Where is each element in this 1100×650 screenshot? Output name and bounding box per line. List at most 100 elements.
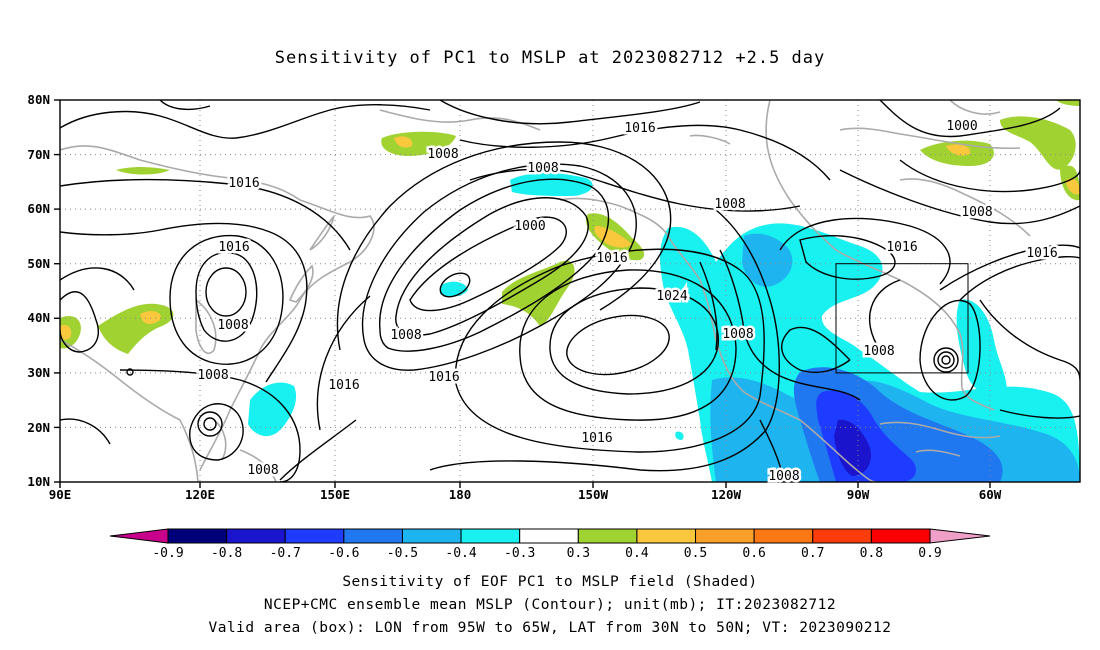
colorbar-label: -0.7 [270,546,301,561]
colorbar-swatch [753,528,814,544]
shade-green-8 [1000,116,1076,170]
contour-label: 1008 [427,147,458,162]
lon-label: 90E [49,487,72,502]
contour-label: 1008 [961,205,992,220]
contour-label: 1016 [328,378,359,393]
contour-label: 1016 [886,240,917,255]
colorbar-label: 0.3 [567,546,590,561]
shade-cyan-wpac [248,382,297,437]
contour-label: 1016 [581,431,612,446]
contour-label: 1008 [217,318,248,333]
colorbar-swatch [636,528,697,544]
page-title: Sensitivity of PC1 to MSLP at 2023082712… [274,48,826,68]
colorbar-high-arrow [929,528,991,544]
lon-label: 120E [185,487,215,502]
shade-cyan-ak [510,173,593,196]
colorbar-label: 0.8 [860,546,883,561]
lon-label: 60W [979,487,1002,502]
lon-label: 120W [711,487,742,502]
lon-label: 90W [847,487,870,502]
lon-label: 150W [578,487,609,502]
colorbar-label: -0.4 [445,546,476,561]
colorbar-swatch [577,528,638,544]
latitude-labels: 80N 70N 60N 50N 40N 30N 20N 10N [27,92,50,489]
colorbar-label: 0.6 [742,546,765,561]
caption-shaded: Sensitivity of EOF PC1 to MSLP field (Sh… [342,574,758,590]
colorbar-label: -0.3 [504,546,535,561]
contour-label: 1008 [714,197,745,212]
shade-yellow-7 [946,144,971,156]
colorbar-label: -0.9 [152,546,183,561]
colorbar-swatch [167,528,228,544]
colorbar-label: -0.6 [328,546,359,561]
shade-yellow-1 [394,136,413,148]
shade-cyan-mid [675,431,684,440]
contour-label: 1024 [656,289,687,304]
colorbar-swatch [870,528,931,544]
shade-yellow-9 [1066,178,1080,195]
lat-label: 10N [27,474,50,489]
contour-label: 1000 [946,119,977,134]
contour-label: 1016 [1026,246,1057,261]
contour-label: 1008 [247,463,278,478]
coastlines [60,100,1031,482]
shade-cyan-aleut [440,281,468,297]
colorbar-label: 0.7 [801,546,824,561]
shade-yellow-5 [140,311,161,324]
contour-label: 1008 [863,344,894,359]
contour-label: 1016 [218,240,249,255]
lat-label: 50N [27,256,50,271]
colorbar-swatch [519,528,579,544]
colorbar-label: 0.4 [625,546,649,561]
mslp-contours [60,100,1080,482]
shade-yellow-3 [594,226,632,248]
contour-label: 1016 [596,251,627,266]
contour-label: 1008 [768,469,799,484]
contour-label: 1016 [228,176,259,191]
colorbar-label: 0.5 [684,546,707,561]
colorbar-low-arrow [109,528,169,544]
shading-layer [60,100,1080,482]
colorbar-label: 0.9 [918,546,941,561]
shade-navy [834,419,872,476]
contour-label: 1008 [390,328,421,343]
valid-area-box [835,263,969,374]
axis-ticks [54,99,991,488]
lat-label: 30N [27,365,50,380]
contour-label: 1008 [197,368,228,383]
contour-label: 1016 [624,121,655,136]
lat-label: 70N [27,147,50,162]
contour-label: 1016 [428,370,459,385]
colorbar-swatch [460,528,521,544]
caption-valid-area: Valid area (box): LON from 95W to 65W, L… [208,620,892,636]
shade-yellow-4 [60,324,72,340]
contour-label: 1008 [527,161,558,176]
plot-frame [59,99,1081,483]
shade-green-10 [1056,100,1080,106]
colorbar-label: -0.8 [211,546,242,561]
colorbar: -0.9 -0.8 -0.7 -0.6 -0.5 -0.4 -0.3 0.3 0.4 0.5 0.6… [109,528,991,561]
lat-label: 20N [27,420,50,435]
lon-label: 150E [320,487,350,502]
colorbar-swatch [695,528,755,544]
contour-label: 1000 [514,219,545,234]
shade-green-5 [98,303,174,354]
lat-label: 40N [27,310,50,325]
lon-label: 180 [449,487,472,502]
colorbar-swatch [343,528,403,544]
colorbar-swatch [401,528,462,544]
shade-green-2 [502,260,575,326]
shade-green-6 [116,167,170,175]
contour-label: 1008 [722,327,753,342]
lat-label: 80N [27,92,50,107]
longitude-labels: 90E 120E 150E 180 150W 120W 90W 60W [49,487,1002,502]
shade-cyan-east [956,299,1007,397]
lat-label: 60N [27,201,50,216]
contour-labels: 1016 1008 1016 1008 1016 1000 1008 1016 … [195,117,1060,487]
caption-contour: NCEP+CMC ensemble mean MSLP (Contour); u… [263,597,837,613]
colorbar-swatch [284,528,345,544]
shade-blue-na [742,233,793,287]
colorbar-label: -0.5 [387,546,418,561]
colorbar-swatch [226,528,286,544]
colorbar-swatch [812,528,872,544]
